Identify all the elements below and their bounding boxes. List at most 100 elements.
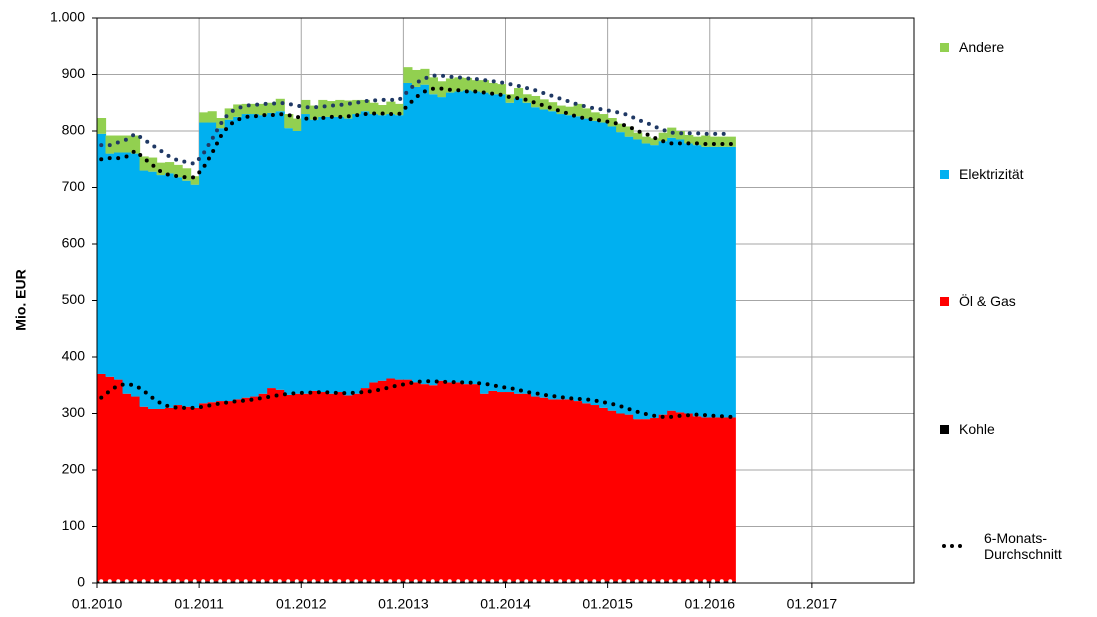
x-tick-label: 01.2015 bbox=[582, 596, 633, 612]
bar-segment bbox=[199, 122, 209, 404]
bar-segment bbox=[624, 126, 634, 137]
bar-segment bbox=[156, 162, 166, 176]
bar-segment bbox=[539, 397, 549, 582]
bar-segment bbox=[420, 384, 430, 582]
legend-label: Elektrizität bbox=[959, 166, 1024, 182]
bar-segment bbox=[411, 86, 421, 383]
bar-segment bbox=[522, 393, 532, 582]
bar-segment bbox=[590, 112, 600, 121]
bar-segment bbox=[258, 115, 268, 394]
legend-label: 6-Monats-Durchschnitt bbox=[984, 530, 1062, 562]
bar-segment bbox=[360, 111, 370, 389]
bar-segment bbox=[275, 389, 285, 582]
bar-segment bbox=[709, 136, 719, 147]
bar-segment bbox=[548, 102, 558, 112]
bar-segment bbox=[701, 135, 711, 147]
legend-label: Öl & Gas bbox=[959, 293, 1016, 309]
bar-segment bbox=[479, 393, 490, 582]
bar-segment bbox=[675, 412, 685, 582]
bar-segment bbox=[343, 100, 353, 119]
bar-segment bbox=[250, 103, 260, 115]
bar-segment bbox=[437, 380, 447, 582]
bar-segment bbox=[97, 118, 107, 134]
y-tick-label: 700 bbox=[62, 178, 86, 194]
bar-segment bbox=[573, 116, 583, 402]
bar-segment bbox=[488, 94, 498, 391]
legend-swatch bbox=[940, 169, 949, 179]
bar-segment bbox=[488, 82, 498, 95]
bar-segment bbox=[105, 153, 115, 377]
bar-segment bbox=[437, 97, 447, 381]
bar-segment bbox=[292, 118, 302, 131]
bar-segment bbox=[139, 156, 149, 171]
bar-segment bbox=[565, 115, 575, 400]
bar-segment bbox=[531, 107, 541, 397]
bar-segment bbox=[539, 99, 549, 110]
bar-segment bbox=[199, 403, 209, 582]
bar-segment bbox=[105, 376, 115, 582]
bar-segment bbox=[505, 94, 515, 103]
bar-segment bbox=[148, 171, 158, 409]
bar-segment bbox=[658, 141, 668, 415]
bar-segment bbox=[394, 115, 404, 380]
bar-segment bbox=[224, 119, 234, 402]
bar-segment bbox=[403, 82, 413, 380]
bar-segment bbox=[454, 77, 464, 92]
moving-average-line bbox=[99, 86, 734, 180]
bar-segment bbox=[309, 119, 319, 391]
bar-segment bbox=[224, 108, 234, 120]
bar-segment bbox=[394, 379, 404, 582]
bar-segment bbox=[386, 114, 396, 379]
bar-segment bbox=[633, 419, 643, 582]
bar-segment bbox=[114, 152, 124, 380]
bar-segment bbox=[377, 105, 387, 116]
bar-segment bbox=[718, 417, 728, 582]
bar-segment bbox=[131, 396, 141, 582]
bar-segment bbox=[675, 131, 685, 140]
bar-segment bbox=[369, 114, 379, 383]
bar-segment bbox=[616, 123, 626, 133]
x-tick-label: 01.2012 bbox=[276, 596, 327, 612]
bar-segment bbox=[590, 120, 600, 406]
bar-segment bbox=[462, 384, 473, 582]
bar-segment bbox=[309, 390, 319, 582]
bar-segment bbox=[403, 67, 413, 83]
bar-segment bbox=[207, 111, 217, 123]
bar-segment bbox=[284, 114, 294, 129]
bar-segment bbox=[428, 94, 439, 386]
bar-segment bbox=[165, 407, 175, 582]
bar-segment bbox=[326, 393, 336, 582]
bar-segment bbox=[224, 401, 234, 582]
bar-segment bbox=[488, 390, 498, 582]
bar-segment bbox=[165, 173, 175, 408]
bar-segment bbox=[420, 84, 430, 385]
bar-segment bbox=[173, 405, 183, 582]
y-tick-label: 100 bbox=[62, 517, 86, 533]
bar-segment bbox=[148, 408, 158, 582]
bar-segment bbox=[267, 112, 277, 389]
plot-border bbox=[96, 17, 915, 584]
bar-segment bbox=[650, 138, 660, 146]
moving-average-line bbox=[99, 73, 734, 166]
bar-segment bbox=[411, 382, 421, 582]
bar-segment bbox=[641, 143, 651, 420]
bar-segment bbox=[684, 413, 694, 582]
bar-segment bbox=[599, 407, 609, 582]
bar-segment bbox=[505, 392, 515, 582]
bar-segment bbox=[190, 176, 200, 185]
bar-segment bbox=[582, 403, 592, 582]
bar-segment bbox=[531, 396, 541, 582]
bar-segment bbox=[190, 407, 200, 582]
bar-segment bbox=[607, 126, 617, 411]
bar-segment bbox=[522, 102, 532, 394]
bar-segment bbox=[292, 131, 302, 394]
bar-segment bbox=[182, 168, 192, 181]
y-tick-label: 900 bbox=[62, 65, 86, 81]
bar-segment bbox=[386, 378, 396, 582]
bar-segment bbox=[352, 393, 362, 582]
bar-segment bbox=[599, 122, 609, 408]
bar-segment bbox=[318, 392, 328, 582]
bar-segment bbox=[250, 396, 260, 582]
bar-segment bbox=[173, 177, 183, 406]
